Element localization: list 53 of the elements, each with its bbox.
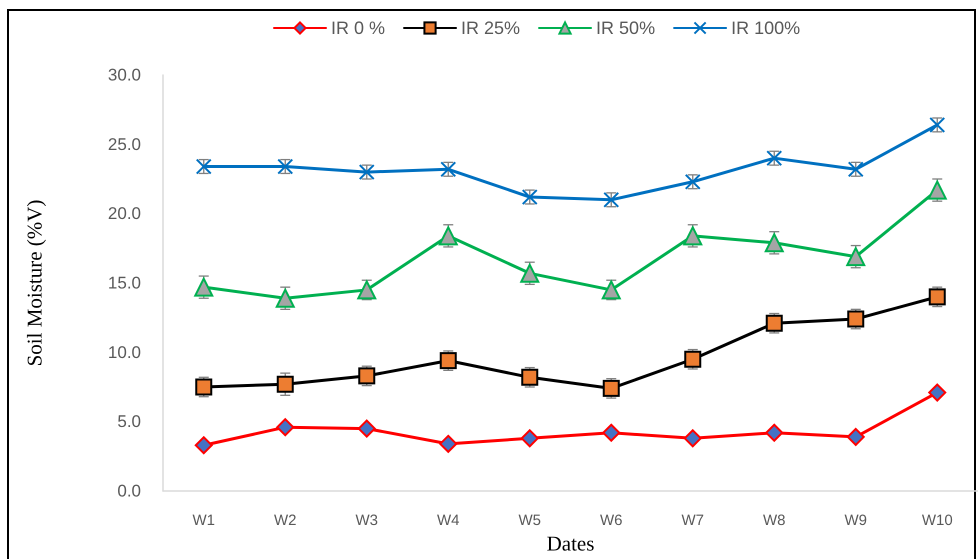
x-tick-label: W6 xyxy=(600,512,622,529)
x-tick-label: W3 xyxy=(356,512,378,529)
point xyxy=(195,378,212,396)
point xyxy=(928,384,946,402)
point xyxy=(602,280,621,300)
x-tick-label: W9 xyxy=(844,512,867,529)
point xyxy=(276,376,294,393)
point xyxy=(358,420,376,438)
point xyxy=(764,233,784,252)
point xyxy=(602,424,620,442)
legend-label: IR 0 % xyxy=(331,18,386,38)
point xyxy=(846,428,865,446)
y-tick-label: 30.0 xyxy=(108,66,141,84)
legend-label: IR 100% xyxy=(731,18,800,38)
y-axis-title: Soil Moisture (%V) xyxy=(22,200,46,366)
point xyxy=(439,434,458,453)
point xyxy=(928,288,946,306)
x-tick-label: W2 xyxy=(274,512,296,529)
point xyxy=(928,180,947,200)
point xyxy=(357,280,376,300)
point xyxy=(520,264,540,283)
x-axis-title: Dates xyxy=(546,532,594,556)
point xyxy=(194,278,214,297)
legend-label: IR 25% xyxy=(461,18,520,38)
x-tick-label: W10 xyxy=(922,512,953,529)
x-tick-label: W1 xyxy=(192,512,215,529)
point xyxy=(521,368,538,386)
point xyxy=(276,418,294,436)
y-tick-label: 10.0 xyxy=(108,342,141,362)
point xyxy=(276,288,295,308)
point xyxy=(683,226,702,246)
x-tick-label: W8 xyxy=(763,512,786,529)
x-tick-label: W7 xyxy=(682,512,704,529)
point xyxy=(440,352,457,370)
legend-label: IR 50% xyxy=(596,18,656,38)
point xyxy=(684,350,702,368)
point xyxy=(684,429,702,448)
y-tick-label: 5.0 xyxy=(117,412,141,432)
point xyxy=(847,310,864,328)
x-tick-label: W4 xyxy=(437,512,460,529)
point xyxy=(194,436,213,454)
point xyxy=(602,380,620,397)
point xyxy=(765,424,784,442)
x-tick-label: W5 xyxy=(518,512,541,529)
y-tick-label: 20.0 xyxy=(108,204,141,224)
point xyxy=(846,247,866,266)
y-tick-label: 15.0 xyxy=(108,274,141,292)
y-tick-label: 0.0 xyxy=(117,482,141,500)
point xyxy=(766,314,783,332)
y-tick-label: 25.0 xyxy=(108,134,141,154)
point xyxy=(520,429,539,448)
point xyxy=(358,367,376,384)
point xyxy=(438,226,458,246)
